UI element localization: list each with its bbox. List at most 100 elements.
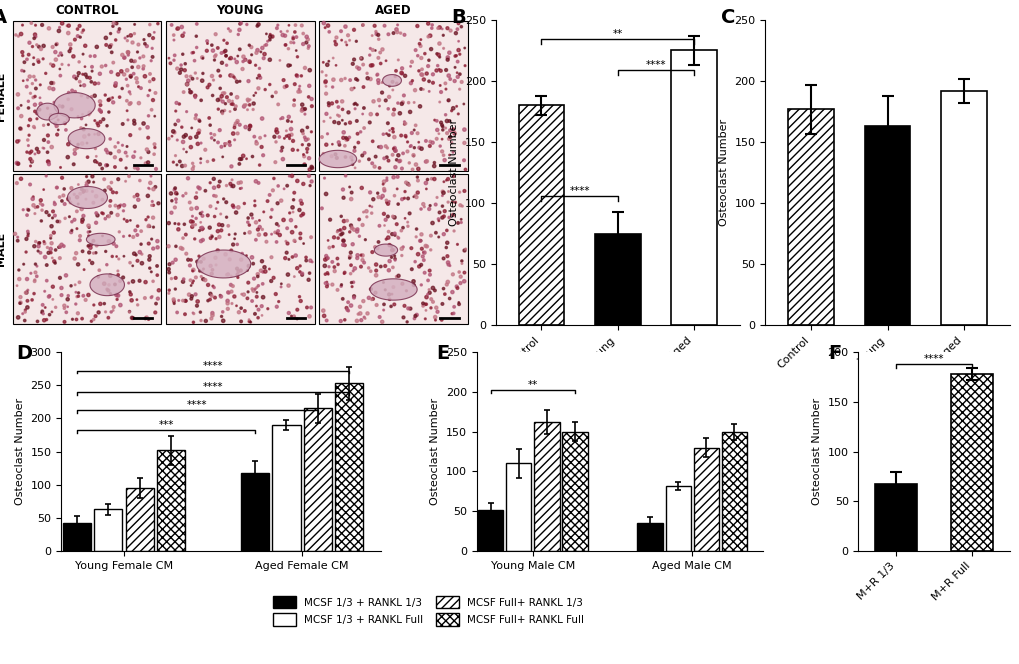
Point [45, 294, 61, 305]
Polygon shape [382, 74, 401, 86]
Point [119, 106, 136, 116]
Point [257, 130, 273, 141]
Point [78, 137, 95, 148]
Point [240, 220, 257, 230]
Point [74, 49, 91, 60]
Point [268, 236, 284, 247]
Point [36, 315, 52, 325]
Point [375, 129, 391, 139]
Point [368, 265, 384, 276]
Point [409, 128, 425, 139]
Point [415, 247, 431, 258]
Point [235, 101, 252, 112]
Point [388, 219, 405, 230]
Point [142, 76, 158, 87]
Point [177, 295, 194, 306]
Point [329, 110, 345, 120]
Point [74, 138, 91, 149]
Point [10, 31, 26, 42]
Point [231, 25, 248, 35]
Point [294, 104, 311, 114]
Point [431, 52, 447, 62]
Point [66, 189, 83, 200]
Point [441, 74, 458, 84]
Point [97, 213, 113, 224]
Point [339, 305, 356, 315]
Point [82, 255, 98, 266]
Point [36, 143, 52, 153]
Point [231, 159, 248, 169]
Point [84, 316, 100, 327]
Point [397, 177, 414, 188]
Point [277, 236, 293, 246]
Point [455, 268, 472, 278]
Point [434, 212, 450, 223]
Point [23, 156, 40, 167]
Point [342, 268, 359, 279]
Point [336, 240, 353, 250]
Point [438, 127, 454, 138]
Point [378, 234, 394, 244]
Point [141, 147, 157, 157]
Point [417, 240, 433, 251]
Point [337, 151, 354, 162]
Point [185, 161, 202, 172]
Point [149, 270, 165, 280]
Bar [637, 523, 662, 551]
Point [293, 106, 310, 116]
Point [88, 248, 104, 258]
Point [335, 240, 352, 250]
Point [190, 128, 206, 139]
Point [124, 276, 141, 287]
Point [418, 305, 434, 315]
Polygon shape [87, 233, 115, 246]
Point [322, 214, 338, 225]
Point [140, 157, 156, 168]
Point [73, 313, 90, 324]
Point [445, 308, 462, 319]
Point [184, 163, 201, 174]
Point [169, 63, 185, 74]
Point [24, 78, 41, 89]
Point [91, 129, 107, 139]
Point [223, 175, 239, 185]
Point [63, 183, 79, 193]
Point [423, 44, 439, 54]
Point [7, 228, 23, 239]
Point [427, 228, 443, 238]
Point [389, 98, 406, 108]
Point [416, 255, 432, 266]
Point [449, 56, 466, 67]
Point [248, 60, 264, 70]
Point [399, 217, 416, 228]
Point [73, 204, 90, 214]
Point [379, 211, 395, 222]
Point [26, 91, 43, 102]
Point [333, 96, 350, 107]
Point [406, 313, 422, 324]
Point [168, 188, 184, 199]
Point [288, 304, 305, 315]
Point [150, 293, 166, 304]
Point [444, 124, 461, 135]
Point [200, 82, 216, 93]
Point [11, 135, 28, 146]
Point [374, 87, 390, 98]
Point [19, 74, 36, 85]
Point [448, 24, 465, 35]
Point [65, 159, 82, 169]
Point [320, 235, 336, 246]
Point [174, 233, 191, 244]
Point [440, 186, 457, 197]
Point [143, 266, 159, 277]
Point [410, 249, 426, 260]
Point [99, 284, 115, 295]
Point [72, 230, 89, 241]
Point [73, 114, 90, 124]
Point [81, 222, 97, 233]
Point [36, 185, 52, 195]
Point [245, 212, 261, 223]
Point [435, 229, 451, 240]
Point [142, 177, 158, 188]
Point [205, 281, 221, 291]
